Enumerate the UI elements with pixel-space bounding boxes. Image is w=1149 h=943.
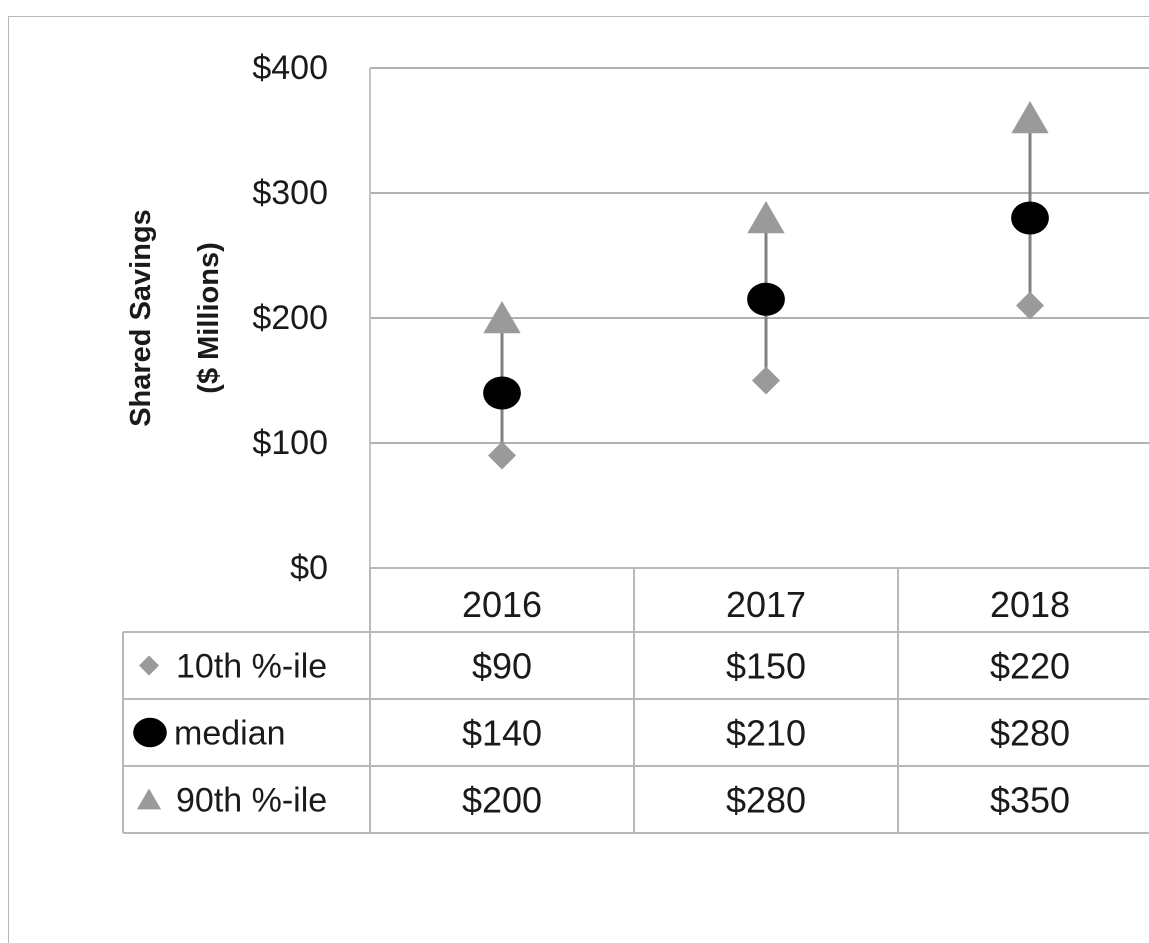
data-table: 2016 2017 2018 10th %-ile $90 $150 $220 median $… xyxy=(122,567,1149,834)
y-tick-label: $100 xyxy=(252,424,328,462)
table-cell: $200 xyxy=(462,780,542,821)
y-axis-title: Shared Savings ($ Millions) xyxy=(125,209,225,427)
y-tick-label: $400 xyxy=(252,49,328,87)
x-tick-label: 2017 xyxy=(726,584,806,625)
point-90th-ile-2017 xyxy=(747,201,785,234)
table-cell: $90 xyxy=(472,646,532,687)
table-cell: $350 xyxy=(990,780,1070,821)
table-cell: $150 xyxy=(726,646,806,687)
gridlines xyxy=(369,67,1149,569)
y-tick-label: $300 xyxy=(252,174,328,212)
y-axis-label-line1: Shared Savings xyxy=(125,209,157,427)
table-cell: $210 xyxy=(726,713,806,754)
x-tick-label: 2018 xyxy=(990,584,1070,625)
legend-label: 90th %-ile xyxy=(176,782,327,820)
legend-label: median xyxy=(174,715,286,753)
legend-label: 10th %-ile xyxy=(176,648,327,686)
legend-key-median xyxy=(133,717,167,748)
chart-frame xyxy=(8,16,1149,943)
table-cell: $280 xyxy=(726,780,806,821)
table-cell: $280 xyxy=(990,713,1070,754)
point-10th-ile-2017 xyxy=(752,366,780,395)
legend-key-10th-ile xyxy=(139,655,159,676)
point-median-2016 xyxy=(483,376,521,410)
x-tick-label: 2016 xyxy=(462,584,542,625)
point-10th-ile-2018 xyxy=(1016,291,1044,320)
y-tick-label: $200 xyxy=(252,299,328,337)
table-cell: $140 xyxy=(462,713,542,754)
point-90th-ile-2016 xyxy=(483,301,521,334)
data-points xyxy=(483,101,1049,470)
point-median-2017 xyxy=(747,282,785,316)
legend-key-90th-ile xyxy=(136,788,162,810)
table-cell: $220 xyxy=(990,646,1070,687)
point-90th-ile-2018 xyxy=(1011,101,1049,134)
y-axis-label-line2: ($ Millions) xyxy=(193,242,225,393)
point-10th-ile-2016 xyxy=(488,441,516,470)
point-median-2018 xyxy=(1011,201,1049,235)
y-axis-ticks: $0 $100 $200 $300 $400 xyxy=(252,49,328,587)
y-tick-label: $0 xyxy=(290,549,328,587)
